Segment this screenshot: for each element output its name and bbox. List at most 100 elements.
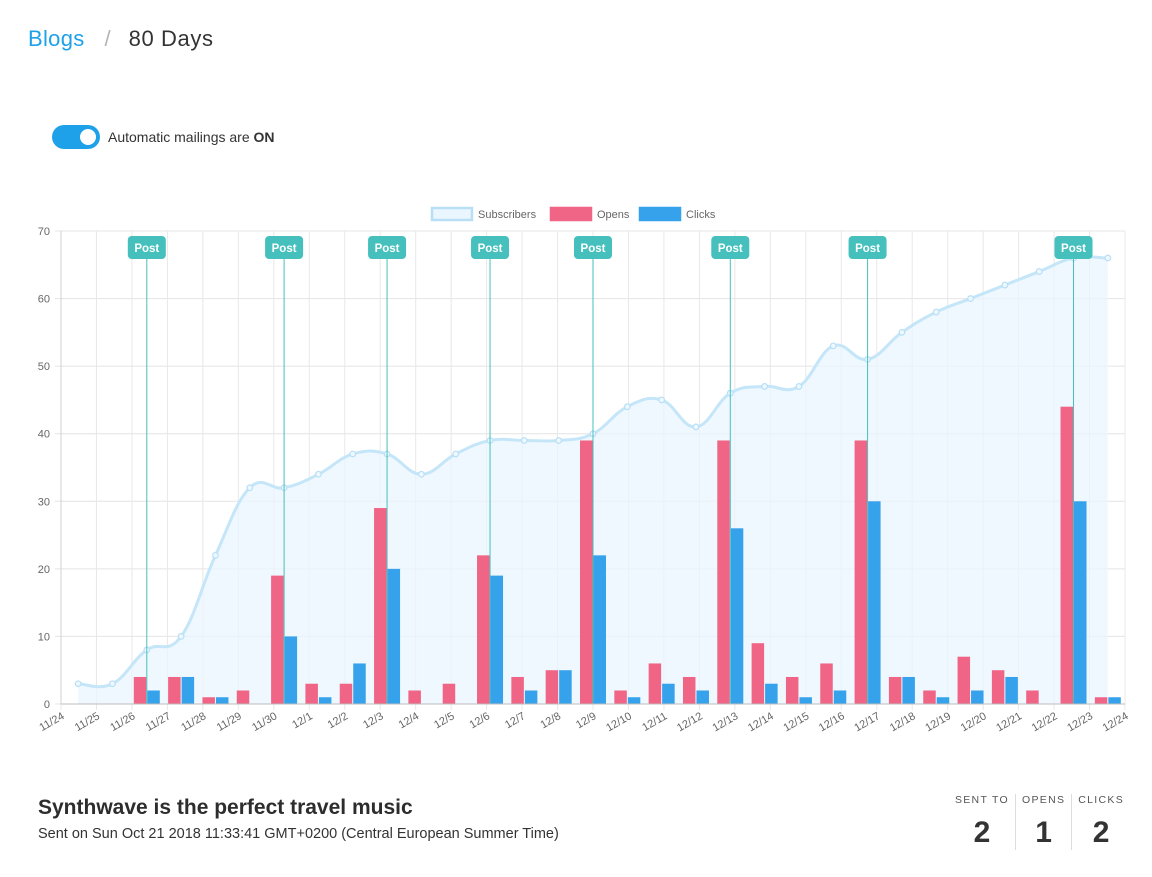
- opens-bar-12-9: [580, 440, 593, 704]
- subscribers-point: [212, 551, 219, 559]
- opens-bar-12-23: [1060, 406, 1074, 704]
- subscribers-point: [246, 484, 254, 492]
- subscribers-point: [692, 423, 700, 431]
- post-label-12-23: Post: [1061, 243, 1086, 255]
- post-label-12-3: Post: [375, 243, 400, 255]
- subscribers-point: [417, 470, 425, 478]
- clicks-bar-12-8: [559, 670, 572, 704]
- clicks-bar-12-21: [1005, 676, 1018, 704]
- breadcrumb-link-blogs[interactable]: Blogs: [28, 26, 85, 51]
- post-label-11-26: Post: [134, 243, 159, 255]
- post-badge-12-23: [1054, 236, 1093, 259]
- clicks-bar-12-2: [353, 663, 366, 704]
- stat-value: 2: [973, 816, 991, 849]
- opens-bar-12-6: [477, 555, 490, 704]
- breadcrumb-separator: /: [104, 26, 111, 51]
- clicks-bar-11-27: [181, 676, 195, 704]
- subscribers-point: [315, 470, 322, 478]
- toggle-knob: [80, 129, 96, 145]
- subscribers-point: [555, 437, 563, 444]
- subscribers-point: [932, 308, 940, 316]
- post-badge-11-26: [127, 236, 166, 259]
- opens-bar-12-1: [305, 683, 318, 704]
- subscribers-point: [623, 403, 631, 411]
- opens-bar-11-29: [236, 690, 250, 704]
- clicks-bar-11-30: [284, 636, 298, 704]
- stat-opens: OPENS 1: [1015, 794, 1071, 850]
- legend-label-subscribers: Subscribers: [478, 209, 537, 221]
- clicks-bar-12-13: [730, 528, 744, 704]
- x-tick-label: 11/25: [73, 710, 102, 734]
- opens-bar-11-30: [271, 575, 284, 704]
- opens-bar-12-17: [854, 440, 868, 704]
- x-tick-label: 12/1: [290, 710, 315, 731]
- clicks-bar-12-17: [868, 501, 881, 704]
- opens-bar-12-5: [442, 683, 456, 704]
- post-label-12-17: Post: [855, 243, 880, 255]
- opens-bar-12-3: [374, 508, 387, 704]
- x-tick-label: 12/7: [503, 710, 528, 731]
- mailing-stats: SENT TO 2 OPENS 1 CLICKS 2: [949, 794, 1130, 850]
- x-tick-label: 12/10: [604, 710, 634, 734]
- clicks-bar-12-9: [593, 555, 606, 704]
- x-tick-label: 12/8: [538, 710, 563, 731]
- stat-label: OPENS: [1022, 794, 1066, 806]
- stat-value: 2: [1092, 816, 1110, 849]
- subscribers-opens-clicks-chart: Subscribers Opens Clicks Post Post Post Post P…: [37, 206, 1131, 734]
- opens-bar-11-27: [168, 676, 181, 704]
- post-badge-12-13: [711, 236, 750, 259]
- opens-bar-12-24: [1094, 697, 1108, 704]
- opens-bar-12-22: [1026, 690, 1039, 704]
- legend-swatch-clicks: [638, 206, 682, 222]
- x-tick-label: 12/23: [1065, 710, 1095, 734]
- mailing-title: Synthwave is the perfect travel music: [38, 796, 413, 819]
- opens-bar-12-13: [717, 440, 730, 704]
- clicks-bar-12-7: [524, 690, 538, 704]
- legend-label-opens: Opens: [597, 209, 630, 221]
- post-label-12-6: Post: [478, 243, 503, 255]
- opens-bar-12-18: [888, 676, 902, 704]
- opens-bar-12-4: [408, 690, 421, 704]
- opens-bar-12-15: [785, 676, 799, 704]
- post-badge-12-6: [471, 236, 510, 259]
- chart-legend: Subscribers Opens Clicks: [430, 206, 716, 222]
- clicks-bar-12-10: [627, 697, 641, 704]
- x-tick-label: 12/20: [959, 710, 989, 734]
- y-tick-label: 50: [38, 361, 50, 373]
- stat-value: 1: [1035, 816, 1052, 849]
- auto-mailing-toggle[interactable]: [52, 125, 100, 149]
- opens-bar-12-21: [991, 670, 1005, 704]
- x-tick-label: 12/12: [675, 710, 705, 734]
- x-tick-label: 12/11: [640, 710, 669, 734]
- subscribers-point: [520, 437, 528, 444]
- clicks-bar-12-3: [387, 568, 401, 704]
- post-badge-12-17: [848, 236, 887, 259]
- x-tick-label: 12/2: [326, 710, 351, 731]
- stat-sent-to: SENT TO 2: [949, 794, 1015, 850]
- opens-bar-11-28: [202, 697, 215, 704]
- opens-bar-12-19: [923, 690, 936, 704]
- clicks-bar-12-23: [1074, 501, 1087, 704]
- subscribers-point: [898, 328, 906, 336]
- y-tick-label: 30: [38, 496, 50, 508]
- subscribers-point: [109, 680, 116, 688]
- opens-bar-12-16: [820, 663, 833, 704]
- opens-bar-12-8: [545, 670, 559, 704]
- y-tick-label: 0: [44, 699, 50, 711]
- x-tick-label: 12/16: [817, 710, 847, 734]
- clicks-bar-12-18: [902, 676, 915, 704]
- y-tick-label: 60: [38, 294, 50, 306]
- x-tick-label: 12/21: [994, 710, 1024, 734]
- breadcrumb-current: 80 Days: [128, 26, 214, 51]
- subscribers-point: [1035, 268, 1043, 275]
- auto-mailing-label: Automatic mailings are ON: [108, 129, 275, 145]
- post-badge-12-3: [368, 236, 407, 259]
- y-tick-label: 20: [38, 564, 50, 576]
- opens-bar-12-11: [648, 663, 662, 704]
- subscribers-point: [1001, 281, 1009, 289]
- y-tick-label: 70: [38, 226, 50, 238]
- subscribers-point: [967, 295, 974, 302]
- opens-bar-11-26: [133, 676, 147, 704]
- auto-mailing-label-text: Automatic mailings are: [108, 129, 250, 145]
- x-tick-label: 12/5: [432, 710, 457, 731]
